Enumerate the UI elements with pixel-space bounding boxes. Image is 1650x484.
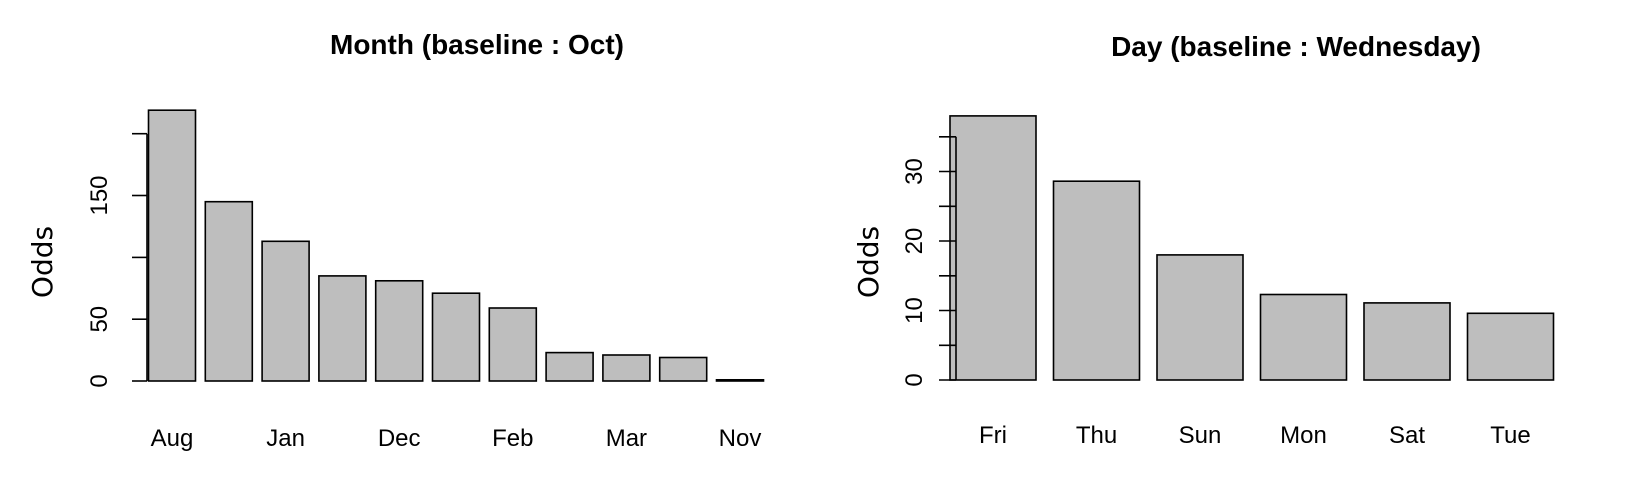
day-bar-5 — [1466, 312, 1555, 381]
month-bar-8 — [602, 354, 651, 382]
day-y-tick-label: 0 — [901, 373, 928, 386]
day-bar-4 — [1363, 302, 1451, 381]
month-bar-10 — [715, 378, 765, 382]
month-x-tick-label: Aug — [151, 425, 194, 452]
day-x-tick-label: Fri — [979, 422, 1007, 449]
month-chart-y-axis-label: Odds — [26, 226, 59, 298]
month-x-tick-label: Feb — [492, 425, 533, 452]
day-bar-3 — [1259, 293, 1348, 381]
month-chart: Month (baseline : Oct) Odds Aug Jan Dec Feb… — [26, 29, 765, 452]
month-y-tick-label: 50 — [86, 306, 113, 333]
day-chart-title: Day (baseline : Wednesday) — [1111, 31, 1481, 62]
day-x-tick-label: Tue — [1490, 422, 1530, 449]
day-bar-2 — [1156, 254, 1244, 381]
day-chart-y-axis-label: Odds — [852, 226, 885, 298]
day-y-tick-label: 20 — [901, 228, 928, 255]
month-bar-7 — [545, 351, 594, 382]
month-x-tick-label: Jan — [266, 425, 305, 452]
month-bar-3 — [318, 275, 367, 382]
day-x-tick-label: Sat — [1389, 422, 1425, 449]
day-y-tick-label: 30 — [901, 158, 928, 185]
day-bar-1 — [1052, 180, 1141, 381]
month-x-tick-label: Dec — [378, 425, 421, 452]
month-bar-2 — [261, 240, 310, 382]
month-bar-0 — [147, 109, 197, 382]
day-x-tick-label: Thu — [1076, 422, 1117, 449]
month-x-tick-label: Mar — [606, 425, 647, 452]
month-chart-title: Month (baseline : Oct) — [330, 29, 624, 60]
month-bar-9 — [658, 356, 708, 382]
month-bar-4 — [374, 279, 424, 382]
day-x-tick-label: Mon — [1280, 422, 1327, 449]
month-bar-1 — [204, 200, 254, 382]
month-bar-6 — [488, 307, 538, 382]
day-y-tick-label: 10 — [901, 297, 928, 324]
day-bar-0 — [949, 115, 1037, 381]
month-bar-5 — [431, 292, 481, 382]
month-y-tick-label: 150 — [86, 175, 113, 215]
month-y-tick-label: 0 — [86, 374, 113, 387]
month-x-tick-label: Nov — [719, 425, 762, 452]
day-chart: Day (baseline : Wednesday) Odds Fri Thu Su… — [852, 31, 1555, 449]
day-x-tick-label: Sun — [1179, 422, 1222, 449]
